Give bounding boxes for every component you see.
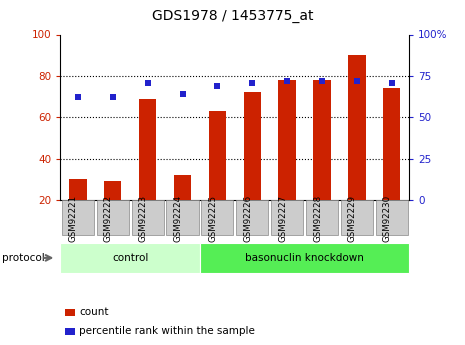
Point [179,91,186,97]
Bar [174,175,191,200]
Text: GSM92229: GSM92229 [348,195,357,242]
Text: GSM92230: GSM92230 [383,195,392,242]
Text: count: count [79,307,108,317]
Bar [383,88,400,200]
Point [214,83,221,89]
Point [388,80,395,85]
Bar [104,181,121,200]
Point [74,95,82,100]
Point [353,78,361,83]
Bar [209,111,226,200]
Text: control: control [112,253,148,263]
Text: GSM92224: GSM92224 [173,195,182,242]
Bar [348,55,365,200]
Text: GDS1978 / 1453775_at: GDS1978 / 1453775_at [152,9,313,23]
Bar [279,80,296,200]
Point [144,80,152,85]
Point [283,78,291,83]
Point [318,78,325,83]
Text: GSM92227: GSM92227 [278,195,287,242]
Text: GSM92221: GSM92221 [69,195,78,242]
Text: basonuclin knockdown: basonuclin knockdown [245,253,364,263]
Point [109,95,116,100]
Point [248,80,256,85]
Text: GSM92228: GSM92228 [313,195,322,242]
Text: GSM92225: GSM92225 [208,195,217,242]
Text: GSM92226: GSM92226 [243,195,252,242]
Text: protocol: protocol [2,253,45,263]
Bar [69,179,86,200]
Bar [244,92,261,200]
Text: percentile rank within the sample: percentile rank within the sample [79,326,255,336]
Text: GSM92223: GSM92223 [139,195,147,242]
Bar [139,99,156,200]
Text: GSM92222: GSM92222 [104,195,113,242]
Bar [313,80,331,200]
